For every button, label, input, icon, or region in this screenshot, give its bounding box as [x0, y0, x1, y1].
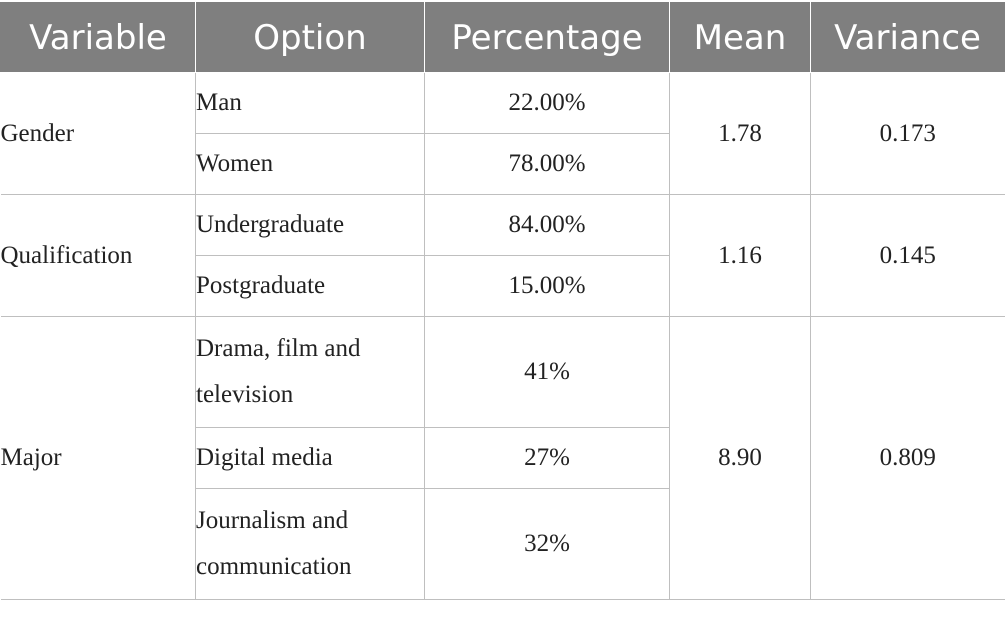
option-cell: Undergraduate [195, 194, 425, 256]
variable-cell-qualification: Qualification [0, 194, 196, 317]
variance-cell: 0.809 [810, 316, 1005, 600]
table-row: Journalism and communication 32% [1, 488, 1005, 600]
mean-cell: 1.78 [669, 72, 811, 195]
variable-cell-gender: Gender [0, 72, 196, 195]
header-variable: Variable [0, 2, 196, 73]
header-row: Variable Option Percentage Mean Variance [0, 2, 1005, 73]
table-row: Women 78.00% [1, 133, 1005, 195]
table-row: Major Drama, film and television 41% 8.9… [0, 316, 1005, 600]
table-row: Postgraduate 15.00% [1, 255, 1005, 317]
percentage-cell: 27% [424, 427, 670, 489]
variance-cell: 0.145 [810, 194, 1005, 317]
variable-cell-major: Major [0, 316, 196, 600]
table-row: Gender Man 22.00% 1.78 0.173 [0, 72, 1005, 195]
header-variance: Variance [810, 2, 1005, 73]
percentage-cell: 22.00% [424, 72, 670, 134]
mean-cell: 1.16 [669, 194, 811, 317]
option-cell: Women [195, 133, 425, 195]
header-percentage: Percentage [424, 2, 670, 73]
option-cell: Postgraduate [195, 255, 425, 317]
percentage-cell: 32% [424, 488, 670, 600]
option-cell: Journalism and communication [195, 488, 425, 600]
table-row: Qualification Undergraduate 84.00% 1.16 … [0, 194, 1005, 317]
header-mean: Mean [669, 2, 811, 73]
option-cell: Man [195, 72, 425, 134]
option-cell: Digital media [195, 427, 425, 489]
percentage-cell: 15.00% [424, 255, 670, 317]
percentage-cell: 84.00% [424, 194, 670, 256]
option-cell: Drama, film and television [195, 316, 425, 428]
statistics-table: Variable Option Percentage Mean Variance… [0, 2, 1005, 600]
percentage-cell: 41% [424, 316, 670, 428]
header-option: Option [195, 2, 425, 73]
percentage-cell: 78.00% [424, 133, 670, 195]
variance-cell: 0.173 [810, 72, 1005, 195]
mean-cell: 8.90 [669, 316, 811, 600]
